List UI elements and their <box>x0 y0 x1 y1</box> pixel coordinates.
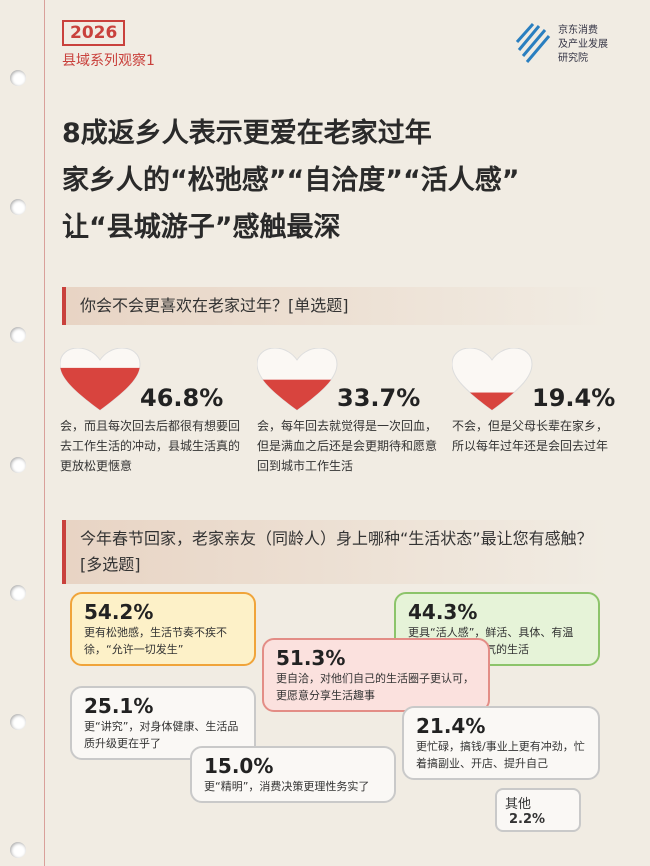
other: 其他2.2% <box>495 788 581 832</box>
ring <box>10 457 26 473</box>
heart-fill <box>60 367 140 410</box>
title-line: 家乡人的“松弛感”“自洽度”“活人感” <box>62 165 520 196</box>
percent: 21.4% <box>416 714 486 738</box>
description: 更自洽，对他们自己的生活圈子更认可，更愿意分享生活趣事 <box>276 672 474 702</box>
description: 更“精明”，消费决策更理性务实了 <box>204 780 370 793</box>
description: 更有松弛感，生活节奏不疾不徐，“允许一切发生” <box>84 626 227 656</box>
bubble: 54.2% 更有松弛感，生活节奏不疾不徐，“允许一切发生” <box>70 592 256 666</box>
heart <box>452 348 533 411</box>
bubble: 51.3% 更自洽，对他们自己的生活圈子更认可，更愿意分享生活趣事 <box>262 638 490 712</box>
org-line: 研究院 <box>558 53 588 64</box>
ring <box>10 70 26 86</box>
description: 会，而且每次回去后都很有想要回去工作生活的冲动，县城生活真的更放松更惬意 <box>60 419 241 473</box>
percent: 15.0% <box>204 754 274 778</box>
bubble: 15.0% 更“精明”，消费决策更理性务实了 <box>190 746 396 803</box>
description: 会，每年回去就觉得是一次回血，但是满血之后还是会更期待和愿意回到城市工作生活 <box>257 419 438 473</box>
other-percent: 2.2% <box>509 812 546 827</box>
ring <box>10 842 26 858</box>
org-line: 及产业发展 <box>558 39 608 50</box>
percent: 51.3% <box>276 646 346 670</box>
percent: 33.7% <box>337 384 421 412</box>
series: 县域系列观察1 <box>62 53 155 69</box>
percent: 19.4% <box>532 384 616 412</box>
margin-line <box>44 0 45 866</box>
ring <box>10 199 26 215</box>
percent: 44.3% <box>408 600 478 624</box>
logo <box>515 23 551 63</box>
heart <box>257 348 338 411</box>
description: 更忙碌，搞钱/事业上更有冲劲，忙着搞副业、开店、提升自己 <box>416 740 585 770</box>
percent: 54.2% <box>84 600 154 624</box>
heart-fill <box>257 379 337 410</box>
org-line: 京东消费 <box>558 25 598 36</box>
org-name: 京东消费及产业发展研究院 <box>558 24 608 66</box>
bubble: 21.4% 更忙碌，搞钱/事业上更有冲劲，忙着搞副业、开店、提升自己 <box>402 706 600 780</box>
title: 8成返乡人表示更爱在老家过年家乡人的“松弛感”“自洽度”“活人感” 让“县城游子”… <box>62 110 519 251</box>
ring <box>10 327 26 343</box>
description: 更“讲究”，对身体健康、生活品质升级更在乎了 <box>84 720 239 750</box>
heart <box>60 348 141 411</box>
title-line: 8成返乡人表示更爱在老家过年 <box>62 118 432 149</box>
percent: 46.8% <box>140 384 224 412</box>
heart-fill <box>452 392 532 410</box>
year: 2026 <box>62 20 126 46</box>
ring <box>10 714 26 730</box>
question: 今年春节回家，老家亲友（同龄人）身上哪种“生活状态”最让您有感触？[多选题] <box>62 520 610 584</box>
title-line: 让“县城游子”感触最深 <box>62 212 341 243</box>
other-label: 其他 <box>505 797 532 812</box>
ring <box>10 585 26 601</box>
description: 不会，但是父母长辈在家乡，所以每年过年还是会回去过年 <box>452 419 609 453</box>
question: 你会不会更喜欢在老家过年？[单选题] <box>62 287 610 325</box>
percent: 25.1% <box>84 694 154 718</box>
